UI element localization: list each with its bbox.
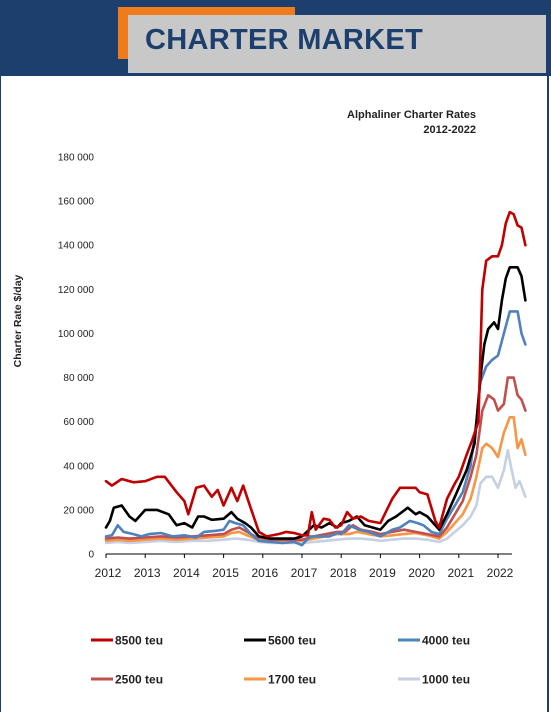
title-box (128, 15, 546, 73)
series-line (104, 210, 527, 538)
series-line (104, 416, 527, 543)
y-tick-label: 20 000 (63, 505, 94, 516)
y-tick-label: 140 000 (58, 241, 95, 252)
x-tick-label: 2022 (487, 566, 514, 580)
legend-label: 2500 teu (115, 673, 163, 687)
y-tick-label: 180 000 (58, 153, 95, 164)
y-tick-label: 160 000 (58, 197, 95, 208)
x-tick-label: 2017 (291, 566, 318, 580)
legend-label: 1700 teu (268, 673, 316, 687)
chart-subtitle: 2012-2022 (423, 124, 476, 136)
page-title: CHARTER MARKET (145, 24, 424, 56)
x-tick-label: 2019 (369, 566, 396, 580)
x-tick-labels: 2012 2013 2014 2015 2016 2017 2018 2019 2020 2021… (95, 566, 514, 580)
chart-frame (0, 76, 549, 712)
x-tick-marks (105, 554, 499, 558)
x-tick-label: 2016 (251, 566, 278, 580)
chart-title: Alphaliner Charter Rates (347, 109, 476, 121)
x-tick-label: 2014 (173, 566, 200, 580)
x-tick-label: 2013 (134, 566, 161, 580)
series-line (104, 449, 527, 545)
legend: 8500 teu 5600 teu 4000 teu 2500 teu 1700 teu… (91, 634, 470, 687)
y-tick-label: 100 000 (58, 329, 95, 340)
x-tick-label: 2020 (408, 566, 435, 580)
y-tick-labels: 0 20 000 40 000 60 000 80 000 100 000 120 000 1… (58, 153, 95, 561)
x-tick-label: 2015 (212, 566, 239, 580)
y-tick-label: 60 000 (63, 417, 94, 428)
legend-label: 8500 teu (115, 634, 163, 648)
y-tick-label: 120 000 (58, 285, 95, 296)
legend-label: 5600 teu (268, 634, 316, 648)
y-tick-label: 40 000 (63, 461, 94, 472)
x-tick-label: 2012 (95, 566, 122, 580)
y-axis-label: Charter Rate $/day (12, 274, 24, 367)
legend-label: 4000 teu (422, 634, 470, 648)
header-banner: CHARTER MARKET (0, 0, 551, 76)
x-tick-label: 2021 (447, 566, 474, 580)
legend-label: 1000 teu (422, 673, 470, 687)
x-tick-label: 2018 (330, 566, 357, 580)
y-tick-label: 80 000 (63, 373, 94, 384)
series-lines (104, 210, 527, 547)
y-tick-label: 0 (88, 550, 94, 561)
series-line (104, 310, 527, 547)
